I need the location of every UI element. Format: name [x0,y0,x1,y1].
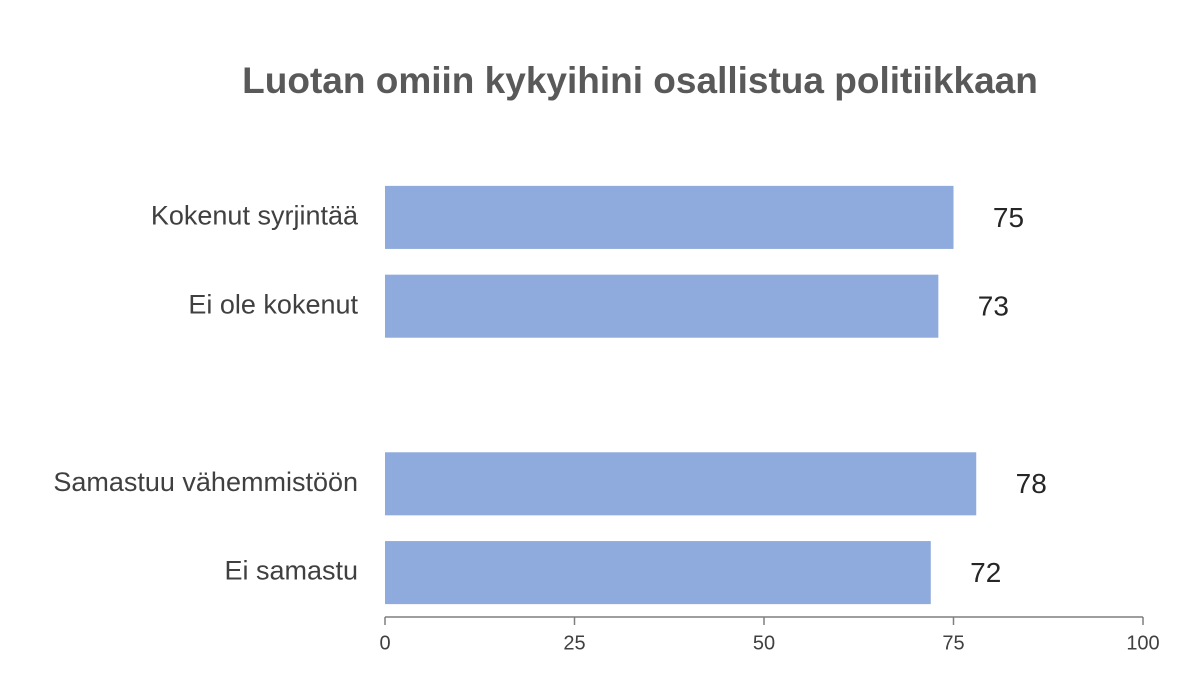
x-tick-label: 100 [1126,632,1159,654]
x-tick-label: 75 [942,632,964,654]
value-label: 78 [1016,468,1047,499]
y-tick-label: Samastuu vähemmistöön [53,467,358,497]
bar [385,274,939,338]
y-tick-label: Ei samastu [224,556,358,586]
x-tick-label: 50 [753,632,775,654]
y-tick-label: Ei ole kokenut [188,289,358,319]
value-label: 72 [970,557,1001,588]
x-tick-label: 0 [379,632,390,654]
bar [385,541,931,605]
bar [385,452,977,516]
bar [385,185,954,249]
y-tick-label: Kokenut syrjintää [151,201,359,231]
x-tick-label: 25 [563,632,585,654]
value-label: 73 [978,291,1009,322]
value-label: 75 [993,202,1024,233]
chart-title: Luotan omiin kykyihini osallistua politi… [242,60,1038,101]
